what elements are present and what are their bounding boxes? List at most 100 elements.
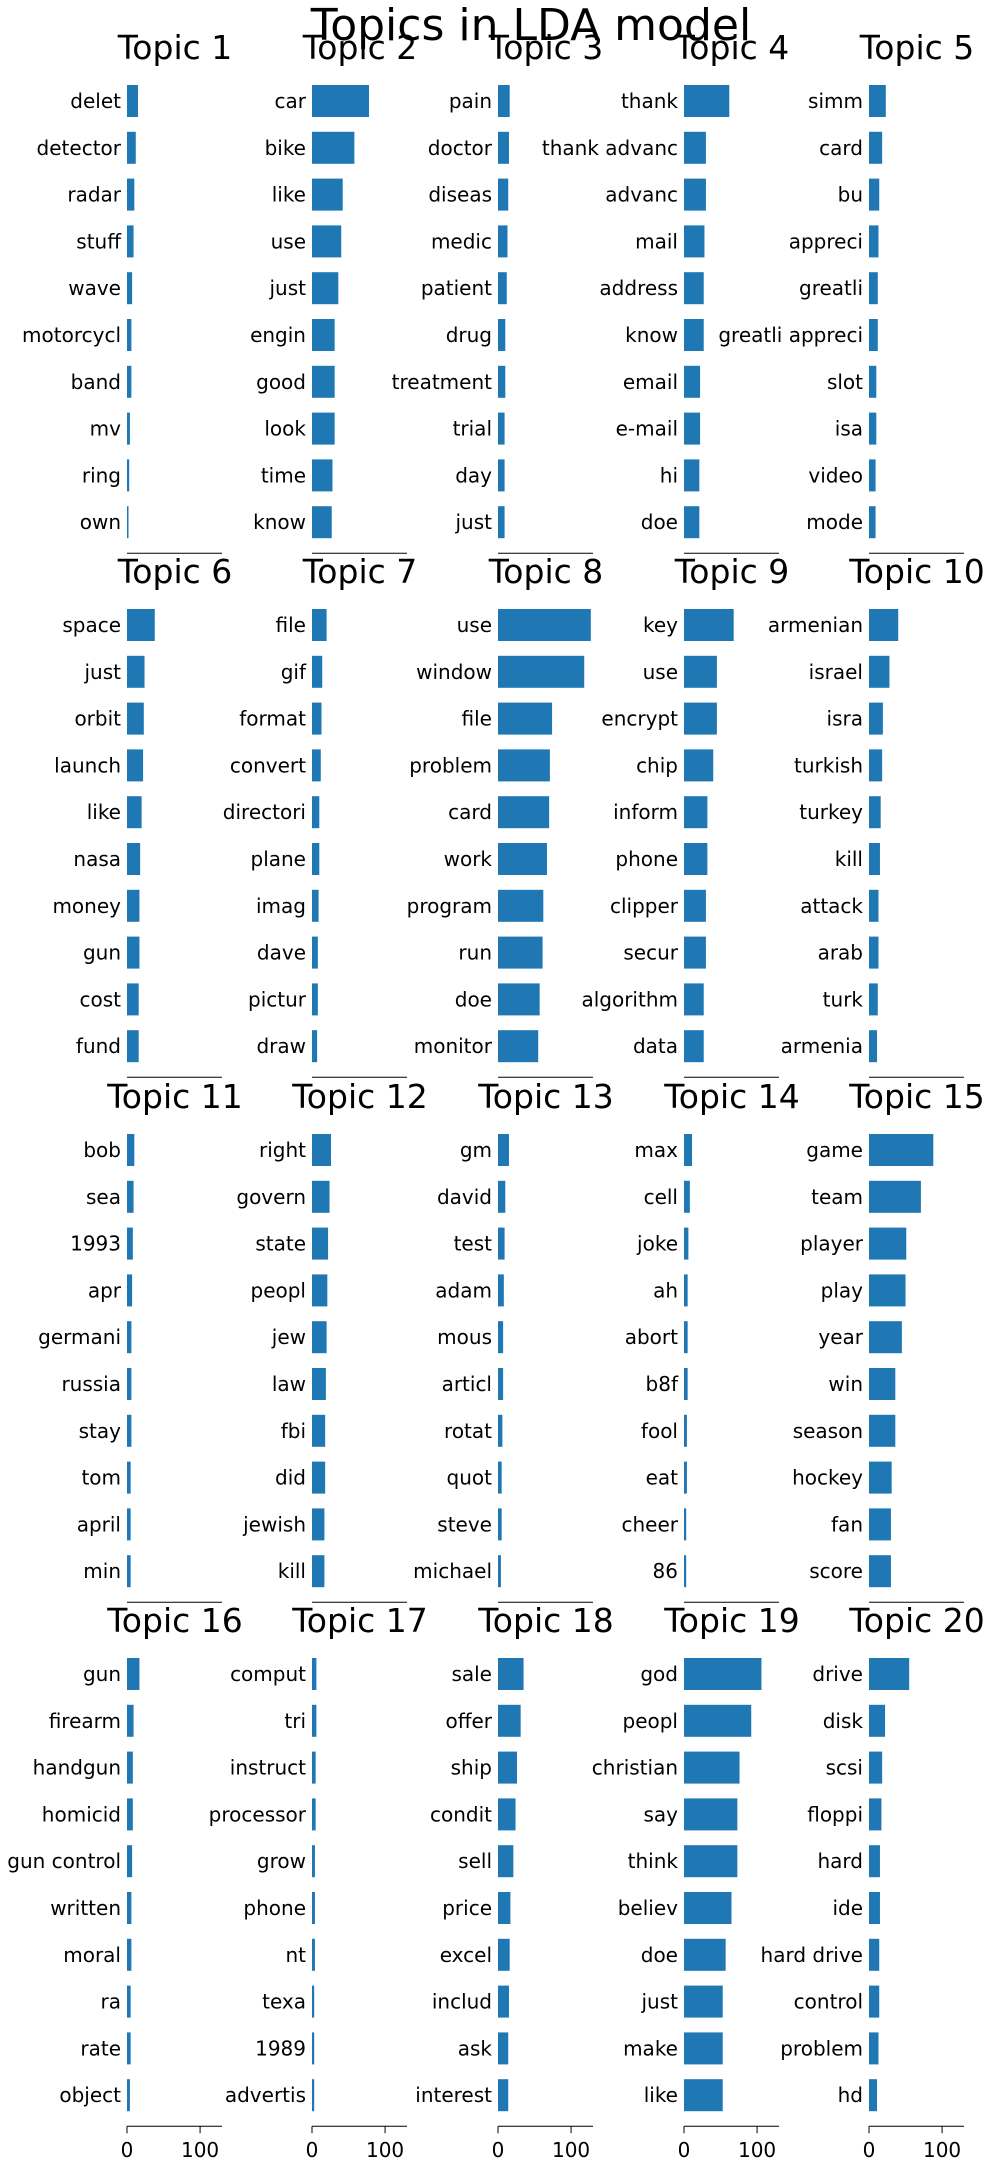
bar: [498, 412, 505, 445]
bar: [127, 85, 138, 117]
category-tick-label: card: [448, 800, 492, 824]
category-tick-label: includ: [432, 1990, 492, 2014]
bar: [498, 796, 550, 829]
bar: [127, 936, 140, 969]
bar: [498, 1274, 504, 1307]
bar: [312, 1658, 317, 1690]
x-tick-label: 0: [121, 2138, 134, 2162]
category-tick-label: look: [264, 417, 306, 441]
bar: [869, 702, 883, 735]
category-tick-label: doe: [641, 1943, 678, 1967]
category-tick-label: cheer: [621, 1512, 678, 1536]
category-tick-label: medic: [431, 229, 492, 253]
panel-title: Topic 19: [663, 1601, 799, 1640]
bar: [127, 1180, 134, 1213]
category-tick-label: drug: [446, 323, 492, 347]
category-tick-label: win: [828, 1372, 863, 1396]
bar: [684, 1227, 689, 1260]
category-tick-label: instruct: [230, 1756, 306, 1780]
x-tick-label: 100: [366, 2138, 404, 2162]
bar: [127, 983, 139, 1016]
bar: [127, 1508, 131, 1541]
bar: [312, 702, 322, 735]
bar: [127, 1892, 132, 1924]
category-tick-label: data: [633, 1034, 678, 1058]
category-tick-label: run: [458, 941, 492, 965]
category-tick-label: think: [628, 1849, 679, 1873]
bar: [869, 1321, 902, 1354]
category-tick-label: sale: [451, 1662, 492, 1686]
category-tick-label: simm: [808, 89, 863, 113]
category-tick-label: card: [819, 136, 863, 160]
category-tick-label: scsi: [826, 1756, 863, 1780]
bar: [312, 1938, 315, 1971]
category-tick-label: problem: [780, 2036, 863, 2060]
category-tick-label: advanc: [605, 183, 678, 207]
bar: [869, 1414, 896, 1447]
category-tick-label: gun control: [7, 1849, 121, 1873]
category-tick-label: gm: [460, 1138, 492, 1162]
bar: [312, 843, 320, 875]
bar: [312, 1180, 330, 1213]
bar: [312, 1892, 315, 1924]
bar: [498, 1798, 516, 1831]
category-tick-label: excel: [440, 1943, 492, 1967]
category-tick-label: isra: [827, 707, 863, 731]
bar: [127, 506, 129, 539]
category-tick-label: slot: [827, 370, 863, 394]
category-tick-label: just: [269, 276, 307, 300]
category-tick-label: hockey: [792, 1466, 863, 1490]
category-tick-label: secur: [623, 941, 678, 965]
panel-title: Topic 8: [488, 552, 604, 591]
bar: [127, 365, 132, 398]
bar: [869, 178, 880, 211]
category-tick-label: min: [83, 1559, 121, 1583]
bar: [684, 1030, 704, 1063]
bar: [127, 1704, 134, 1737]
category-tick-label: disk: [823, 1709, 864, 1733]
bar: [312, 2032, 315, 2065]
category-tick-label: turkey: [799, 800, 863, 824]
bar: [869, 2032, 879, 2065]
bar: [127, 609, 155, 641]
bar: [127, 131, 136, 164]
x-tick-label: 0: [306, 2138, 319, 2162]
bar: [312, 1985, 315, 2018]
topic-panel: Topic 7 file gif format convert directori plan…: [223, 552, 417, 1078]
bar: [869, 796, 881, 829]
panel-title: Topic 5: [859, 28, 975, 67]
topic-panel: Topic 11 bob sea 1993 apr germani russia stay to…: [38, 1077, 243, 1603]
category-tick-label: grow: [257, 1849, 306, 1873]
category-tick-label: interest: [415, 2083, 492, 2107]
category-tick-label: game: [806, 1138, 863, 1162]
category-tick-label: key: [643, 613, 678, 637]
bar: [498, 1985, 509, 2018]
bar: [869, 1461, 892, 1494]
category-tick-label: file: [462, 707, 492, 731]
category-tick-label: condit: [430, 1802, 492, 1826]
category-tick-label: window: [416, 660, 492, 684]
bar: [312, 272, 339, 305]
category-tick-label: delet: [70, 89, 121, 113]
category-tick-label: year: [818, 1325, 863, 1349]
category-tick-label: jewish: [242, 1512, 306, 1536]
category-tick-label: phone: [615, 847, 678, 871]
bar: [127, 459, 130, 492]
bar: [684, 506, 700, 539]
bar: [312, 1134, 331, 1166]
topic-panel: Topic 13 gm david test adam mous articl rotat qu…: [413, 1077, 614, 1603]
category-tick-label: kill: [278, 1559, 306, 1583]
category-tick-label: email: [623, 370, 678, 394]
bar: [312, 1227, 329, 1260]
bar: [498, 1751, 517, 1784]
x-tick-label: 100: [923, 2138, 961, 2162]
bar: [127, 1461, 131, 1494]
bar: [684, 319, 704, 351]
bar: [869, 1134, 934, 1166]
category-tick-label: file: [276, 613, 306, 637]
bar: [312, 749, 321, 782]
category-tick-label: radar: [67, 183, 121, 207]
bar: [869, 459, 876, 492]
bar: [127, 1368, 132, 1400]
figure-title: Topics in LDA model: [310, 0, 751, 51]
